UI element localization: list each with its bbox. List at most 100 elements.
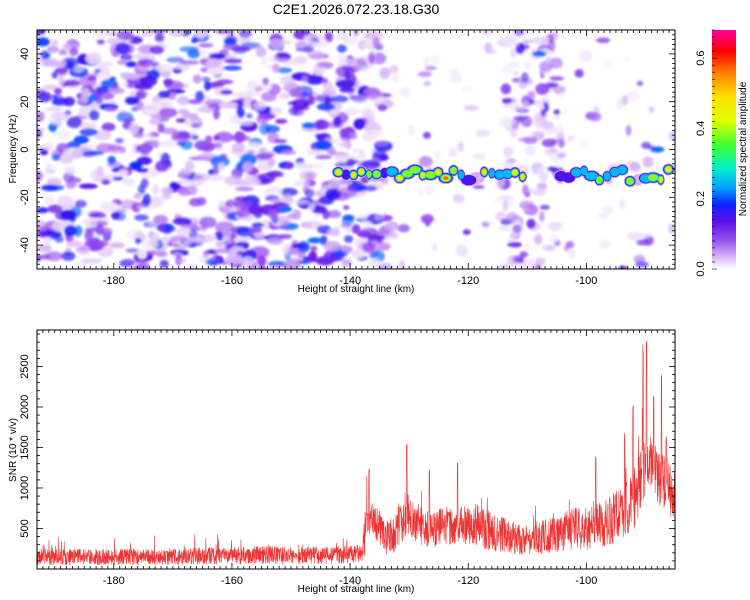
spectrogram-noise-blob <box>326 228 341 237</box>
spectrogram-noise-blob <box>310 246 318 251</box>
spectrogram-noise-blob <box>37 128 43 138</box>
spectrogram-signal-contour <box>366 170 372 178</box>
spectrogram-noise-blob <box>237 97 245 102</box>
spectrogram-faint-blob <box>558 92 565 99</box>
spectrogram-faint-blob <box>556 153 567 159</box>
spectrogram-signal-contour <box>458 170 465 180</box>
spectrogram-noise-blob <box>152 184 159 195</box>
spectrogram-noise-blob <box>268 209 279 220</box>
spectrogram-noise-blob <box>65 166 77 174</box>
spectrogram-faint-blob <box>372 37 381 49</box>
spectrogram-noise-blob <box>246 113 253 119</box>
snr-series-line <box>37 340 675 566</box>
spectrogram-noise-blob <box>73 65 85 73</box>
spectrogram-faint-blob <box>535 83 550 95</box>
spectrogram-noise-blob <box>149 232 160 243</box>
spectrogram-faint-blob <box>539 211 545 222</box>
spectrogram-faint-blob <box>417 185 424 198</box>
spectrogram-noise-blob <box>238 30 252 38</box>
spectrogram-noise-blob <box>314 140 333 151</box>
spectrogram-faint-blob <box>501 65 513 74</box>
spectrogram-noise-blob <box>333 116 342 127</box>
spectrogram-noise-blob <box>255 46 267 58</box>
spectrogram-noise-blob <box>249 226 263 234</box>
spectrogram-noise-blob <box>129 161 142 171</box>
spectrogram-faint-blob <box>455 244 469 257</box>
spectrogram-noise-blob <box>242 161 253 173</box>
spectrogram-faint-blob <box>558 138 565 148</box>
spectrogram-noise-blob <box>41 60 57 67</box>
spectrogram-noise-blob <box>81 93 89 104</box>
spectrogram-noise-blob <box>358 151 366 160</box>
spectrogram-noise-blob <box>60 209 77 220</box>
spectrogram-noise-blob <box>154 33 165 43</box>
spectrogram-faint-blob <box>502 98 512 104</box>
spectrogram-faint-blob <box>499 264 510 269</box>
spectrogram-faint-blob <box>510 48 517 58</box>
spectrogram-noise-blob <box>50 39 59 47</box>
spectrogram-isolated-spot <box>650 146 665 153</box>
spectrogram-noise-blob <box>293 180 311 187</box>
spectrogram-noise-blob <box>275 118 288 124</box>
spectrogram-signal-band <box>331 163 675 188</box>
spectrogram-noise-blob <box>345 139 352 150</box>
spectrogram-faint-blob <box>423 56 430 67</box>
spectrogram-faint-blob <box>540 108 547 117</box>
spectrogram-faint-blob <box>619 199 626 210</box>
spectrogram-noise-blob <box>315 154 332 160</box>
spectrogram-y-tick-label: 40 <box>19 48 31 60</box>
spectrogram-noise-blob <box>274 139 288 144</box>
spectrogram-noise-blob <box>225 253 243 265</box>
spectrogram-noise-blob <box>214 231 222 238</box>
spectrogram-noise-blob <box>341 258 353 267</box>
colorbar-scale <box>712 30 736 269</box>
spectrogram-noise-blob <box>190 119 202 124</box>
spectrogram-noise-blob <box>213 109 220 120</box>
spectrogram-x-tick-label: -120 <box>457 275 479 287</box>
spectrogram-noise-blob <box>148 117 163 126</box>
spectrogram-faint-blob <box>518 257 524 265</box>
spectrogram-noise-blob <box>161 193 172 200</box>
spectrogram-noise-blob <box>205 58 222 68</box>
spectrogram-faint-blob <box>635 261 649 268</box>
spectrogram-faint-blob <box>625 125 632 136</box>
spectrogram-noise-blob <box>215 79 234 85</box>
spectrogram-faint-blob <box>522 184 529 195</box>
spectrogram-noise-blob <box>305 172 315 180</box>
spectrogram-signal-contour <box>648 174 659 182</box>
spectrogram-noise-blob <box>203 81 212 91</box>
spectrogram-noise-blob <box>157 123 165 133</box>
spectrogram-noise-blob <box>78 107 89 114</box>
spectrogram-noise-blob <box>311 205 327 214</box>
spectrogram-faint-blob <box>532 37 547 44</box>
spectrogram-noise-blob <box>312 213 321 218</box>
spectrogram-noise-blob <box>114 42 131 55</box>
spectrogram-noise-blob <box>361 185 378 192</box>
spectrogram-noise-blob <box>82 144 99 149</box>
spectrogram-noise-blob <box>301 75 309 84</box>
spectrogram-noise-blob <box>257 246 264 253</box>
spectrogram-noise-blob <box>188 99 202 105</box>
spectrogram-faint-blob <box>527 90 536 100</box>
spectrogram-noise-blob <box>242 176 261 186</box>
snr-panel: -180 -160 -140 -120 -1005001000150020002500 … <box>8 329 676 595</box>
spectrogram-faint-blob <box>550 138 559 144</box>
spectrogram-noise-blob <box>260 55 267 67</box>
spectrogram-faint-blob <box>623 56 632 62</box>
spectrogram-noise-blob <box>231 142 246 153</box>
spectrogram-noise-blob <box>84 230 94 241</box>
spectrogram-faint-blob <box>603 58 613 70</box>
spectrogram-noise-blob <box>306 149 324 156</box>
spectrogram-faint-blob <box>625 91 640 102</box>
spectrogram-noise-blob <box>139 199 150 208</box>
spectrogram-faint-blob <box>642 156 654 168</box>
spectrogram-faint-blob <box>541 244 549 249</box>
spectrogram-noise-blob <box>37 226 47 232</box>
spectrogram-noise-blob <box>180 60 200 65</box>
spectrogram-noise-blob <box>278 92 291 100</box>
spectrogram-noise-blob <box>351 148 366 154</box>
spectrogram-signal-contour <box>402 170 413 178</box>
spectrogram-noise-blob <box>339 87 356 93</box>
spectrogram-noise-blob <box>368 234 386 241</box>
